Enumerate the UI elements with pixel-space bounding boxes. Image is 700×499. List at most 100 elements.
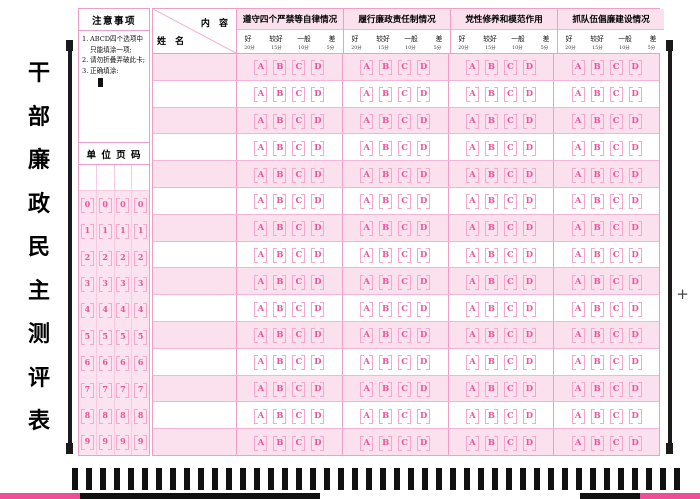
- option-bubble-A[interactable]: A: [254, 247, 268, 263]
- option-bubble-A[interactable]: A: [465, 140, 479, 156]
- option-bubble-D[interactable]: D: [311, 355, 325, 371]
- option-bubble-C[interactable]: C: [398, 301, 412, 317]
- option-bubble-B[interactable]: B: [590, 381, 604, 397]
- option-bubble-D[interactable]: D: [417, 221, 431, 237]
- option-bubble-D[interactable]: D: [417, 167, 431, 183]
- option-bubble-D[interactable]: D: [311, 87, 325, 103]
- digit-bubble-1[interactable]: 1: [80, 224, 94, 240]
- option-bubble-B[interactable]: B: [590, 247, 604, 263]
- name-write-in-cell[interactable]: [153, 321, 237, 348]
- digit-bubble-2[interactable]: 2: [116, 250, 130, 266]
- option-bubble-C[interactable]: C: [503, 328, 517, 344]
- option-bubble-D[interactable]: D: [417, 328, 431, 344]
- option-bubble-C[interactable]: C: [398, 435, 412, 451]
- option-bubble-A[interactable]: A: [360, 113, 374, 129]
- option-bubble-C[interactable]: C: [609, 381, 623, 397]
- option-bubble-C[interactable]: C: [503, 435, 517, 451]
- digit-bubble-3[interactable]: 3: [98, 276, 112, 292]
- option-bubble-D[interactable]: D: [311, 328, 325, 344]
- option-bubble-B[interactable]: B: [379, 140, 393, 156]
- option-bubble-B[interactable]: B: [484, 328, 498, 344]
- option-bubble-A[interactable]: A: [254, 301, 268, 317]
- option-bubble-C[interactable]: C: [292, 435, 306, 451]
- name-write-in-cell[interactable]: [153, 241, 237, 268]
- option-bubble-D[interactable]: D: [628, 113, 642, 129]
- option-bubble-A[interactable]: A: [571, 113, 585, 129]
- option-bubble-C[interactable]: C: [503, 274, 517, 290]
- option-bubble-B[interactable]: B: [273, 355, 287, 371]
- option-bubble-A[interactable]: A: [571, 435, 585, 451]
- option-bubble-C[interactable]: C: [398, 140, 412, 156]
- option-bubble-D[interactable]: D: [628, 408, 642, 424]
- option-bubble-B[interactable]: B: [273, 408, 287, 424]
- option-bubble-A[interactable]: A: [360, 355, 374, 371]
- option-bubble-A[interactable]: A: [465, 274, 479, 290]
- option-bubble-B[interactable]: B: [484, 60, 498, 76]
- digit-bubble-5[interactable]: 5: [116, 329, 130, 345]
- digit-bubble-3[interactable]: 3: [134, 276, 148, 292]
- option-bubble-A[interactable]: A: [465, 247, 479, 263]
- option-bubble-C[interactable]: C: [609, 221, 623, 237]
- option-bubble-C[interactable]: C: [398, 167, 412, 183]
- digit-bubble-4[interactable]: 4: [134, 303, 148, 319]
- digit-bubble-8[interactable]: 8: [134, 408, 148, 424]
- name-write-in-cell[interactable]: [153, 107, 237, 134]
- option-bubble-D[interactable]: D: [311, 435, 325, 451]
- digit-bubble-9[interactable]: 9: [80, 435, 94, 451]
- name-write-in-cell[interactable]: [153, 214, 237, 241]
- option-bubble-C[interactable]: C: [503, 301, 517, 317]
- digit-write-in-box[interactable]: [114, 165, 132, 191]
- option-bubble-D[interactable]: D: [417, 408, 431, 424]
- option-bubble-C[interactable]: C: [609, 113, 623, 129]
- option-bubble-A[interactable]: A: [254, 221, 268, 237]
- digit-write-in-box[interactable]: [132, 165, 149, 191]
- option-bubble-B[interactable]: B: [484, 113, 498, 129]
- option-bubble-B[interactable]: B: [273, 381, 287, 397]
- option-bubble-C[interactable]: C: [292, 113, 306, 129]
- option-bubble-D[interactable]: D: [417, 113, 431, 129]
- digit-bubble-1[interactable]: 1: [134, 224, 148, 240]
- option-bubble-A[interactable]: A: [254, 60, 268, 76]
- digit-bubble-5[interactable]: 5: [80, 329, 94, 345]
- option-bubble-C[interactable]: C: [609, 355, 623, 371]
- option-bubble-D[interactable]: D: [311, 274, 325, 290]
- option-bubble-D[interactable]: D: [628, 435, 642, 451]
- option-bubble-D[interactable]: D: [628, 194, 642, 210]
- option-bubble-A[interactable]: A: [360, 381, 374, 397]
- option-bubble-B[interactable]: B: [379, 328, 393, 344]
- name-write-in-cell[interactable]: [153, 402, 237, 429]
- option-bubble-C[interactable]: C: [609, 60, 623, 76]
- option-bubble-A[interactable]: A: [254, 194, 268, 210]
- option-bubble-C[interactable]: C: [292, 60, 306, 76]
- option-bubble-A[interactable]: A: [360, 435, 374, 451]
- option-bubble-D[interactable]: D: [417, 140, 431, 156]
- option-bubble-B[interactable]: B: [273, 301, 287, 317]
- option-bubble-A[interactable]: A: [360, 167, 374, 183]
- option-bubble-B[interactable]: B: [379, 247, 393, 263]
- option-bubble-B[interactable]: B: [379, 194, 393, 210]
- option-bubble-B[interactable]: B: [484, 274, 498, 290]
- option-bubble-D[interactable]: D: [522, 274, 536, 290]
- option-bubble-C[interactable]: C: [398, 113, 412, 129]
- option-bubble-B[interactable]: B: [273, 274, 287, 290]
- option-bubble-D[interactable]: D: [628, 167, 642, 183]
- option-bubble-C[interactable]: C: [292, 194, 306, 210]
- option-bubble-C[interactable]: C: [503, 355, 517, 371]
- option-bubble-D[interactable]: D: [522, 167, 536, 183]
- option-bubble-C[interactable]: C: [609, 167, 623, 183]
- option-bubble-D[interactable]: D: [522, 140, 536, 156]
- digit-bubble-0[interactable]: 0: [134, 197, 148, 213]
- option-bubble-D[interactable]: D: [522, 408, 536, 424]
- option-bubble-C[interactable]: C: [292, 301, 306, 317]
- option-bubble-A[interactable]: A: [465, 221, 479, 237]
- option-bubble-D[interactable]: D: [628, 301, 642, 317]
- option-bubble-A[interactable]: A: [360, 328, 374, 344]
- digit-bubble-5[interactable]: 5: [134, 329, 148, 345]
- option-bubble-D[interactable]: D: [522, 60, 536, 76]
- option-bubble-D[interactable]: D: [417, 301, 431, 317]
- option-bubble-C[interactable]: C: [503, 167, 517, 183]
- option-bubble-D[interactable]: D: [522, 247, 536, 263]
- option-bubble-C[interactable]: C: [609, 328, 623, 344]
- option-bubble-D[interactable]: D: [628, 328, 642, 344]
- option-bubble-A[interactable]: A: [571, 328, 585, 344]
